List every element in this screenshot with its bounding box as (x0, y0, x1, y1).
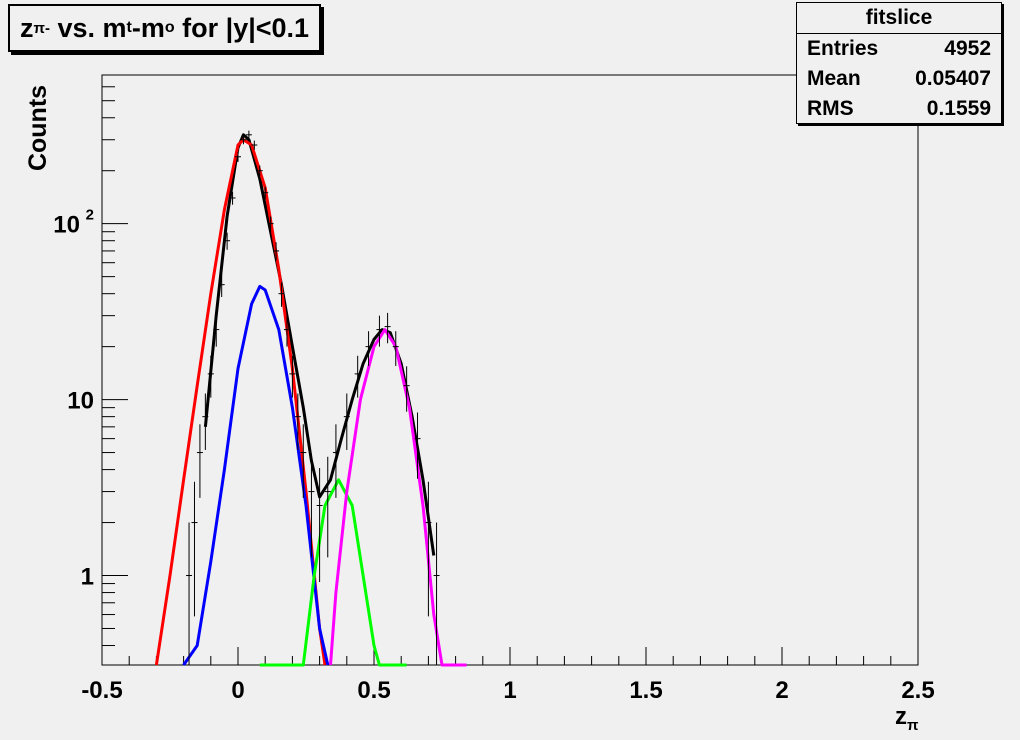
y-tick-exponent: 2 (86, 207, 94, 224)
x-tick-label: 2 (775, 677, 788, 704)
chart-title: z π- vs. m t -m o for |y|<0.1 (8, 4, 322, 52)
stats-row-rms: RMS 0.1559 (797, 94, 1001, 124)
title-mid: vs. m (49, 12, 127, 43)
title-sub2: t (126, 19, 132, 36)
x-tick-label: 1.5 (629, 677, 662, 704)
title-tail: for |y|<0.1 (174, 12, 310, 43)
x-axis-label-sub: π (907, 717, 919, 734)
stats-label: Entries (807, 37, 879, 60)
stats-label: RMS (807, 97, 854, 120)
x-tick-label: 0.5 (357, 677, 390, 704)
title-sub: π- (33, 19, 50, 37)
stats-box: fitslice Entries 4952 Mean 0.05407 RMS 0.15… (796, 2, 1002, 124)
x-axis-label-base: z (895, 703, 907, 730)
y-tick-label: 1 (81, 564, 94, 591)
fit-curve (329, 328, 467, 667)
title-mid2: -m (131, 12, 165, 43)
stats-name: fitslice (797, 3, 1001, 34)
stats-value: 4952 (944, 37, 991, 60)
x-axis-label: zπ (895, 703, 919, 734)
x-tick-label: 0 (231, 677, 244, 704)
y-tick-label: 10 (53, 212, 80, 239)
y-tick-label: 10 (67, 388, 94, 415)
title-base: z (20, 12, 34, 43)
title-sub3: o (164, 19, 175, 36)
fit-curve (203, 133, 436, 556)
stats-value: 0.1559 (926, 97, 991, 120)
fit-curve (182, 284, 330, 666)
stats-row-entries: Entries 4952 (797, 34, 1001, 64)
stats-value: 0.05407 (915, 67, 991, 90)
x-tick-label: 1 (503, 677, 516, 704)
x-tick-label: 2.5 (901, 677, 934, 704)
stats-label: Mean (807, 67, 861, 90)
x-tick-label: -0.5 (81, 677, 122, 704)
y-axis-label: Counts (24, 85, 52, 171)
stats-row-mean: Mean 0.05407 (797, 64, 1001, 94)
